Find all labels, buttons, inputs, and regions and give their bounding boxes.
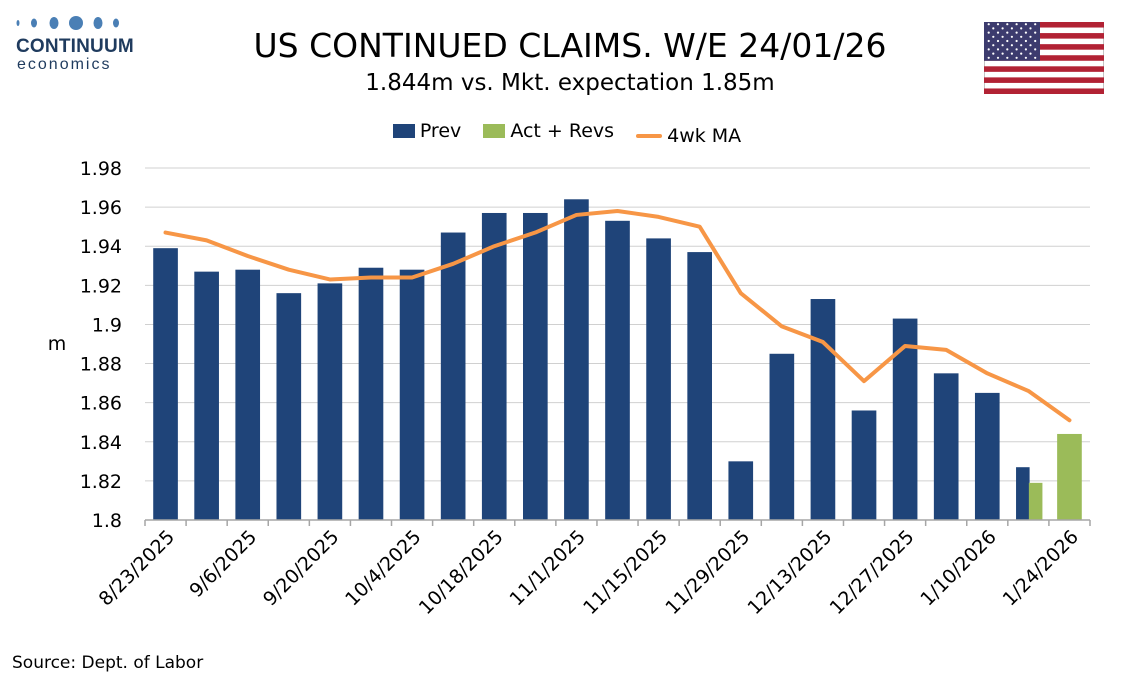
legend-label-ma: 4wk MA [667,125,742,147]
chart-legend: Prev Act + Revs 4wk MA [0,120,1134,147]
bar-act [1057,433,1082,520]
logo-tagline: economics [17,56,112,73]
bar-prev [728,461,754,520]
bar-prev [687,252,712,521]
legend-item-prev: Prev [392,120,462,142]
bar-prev [769,353,795,520]
us-flag-icon [984,22,1104,94]
bar-prev [153,248,178,520]
y-tick-label: 1.9 [92,314,122,336]
bar-prev [933,373,959,520]
bar-prev [810,299,836,520]
bar-prev [605,220,630,521]
legend-label-prev: Prev [419,120,462,142]
x-tick-label: 9/20/2025 [259,526,343,610]
bar-prev [235,269,261,520]
bar-prev [481,212,507,520]
x-tick-label: 10/18/2025 [415,526,508,619]
x-tick-label: 1/10/2026 [916,526,1000,610]
y-tick-label: 1.92 [80,275,122,297]
chart-subtitle: 1.844m vs. Mkt. expectation 1.85m [365,70,775,96]
logo-brand: CONTINUUM [16,36,134,57]
legend-item-ma: 4wk MA [636,125,741,147]
y-tick-label: 1.94 [80,236,122,258]
x-tick-label: 12/13/2025 [743,526,836,619]
x-tick-label: 10/4/2025 [341,526,425,610]
bar-prev [851,410,877,520]
legend-swatch-ma [636,134,663,138]
bar-prev [523,212,548,520]
y-tick-label: 1.86 [80,393,122,415]
bar-prev [440,232,466,521]
x-tick-label: 11/15/2025 [579,526,672,619]
line-4wk-ma [163,209,1072,423]
x-tick-label: 8/23/2025 [95,526,179,610]
y-tick-label: 1.88 [80,354,122,376]
y-tick-label: 1.8 [92,510,122,532]
x-tick-label: 11/29/2025 [661,526,754,619]
bar-prev [194,271,219,520]
bar-prev [276,293,302,520]
legend-item-act: Act + Revs [483,120,614,142]
bar-prev [974,392,1000,520]
bar-prev [564,199,589,521]
bar-prev [892,318,918,520]
bar-prev [399,269,425,520]
x-tick-label: 9/6/2025 [185,526,261,602]
y-tick-label: 1.82 [80,471,122,493]
x-tick-label: 1/24/2026 [999,526,1083,610]
y-tick-label: 1.84 [80,432,122,454]
legend-label-act: Act + Revs [510,120,615,142]
bar-act [1028,482,1043,520]
bar-prev [646,238,671,520]
x-tick-label: 12/27/2025 [826,526,919,619]
x-tick-label: 11/1/2025 [506,526,590,610]
bar-prev [317,283,343,520]
y-tick-label: 1.96 [80,197,122,219]
source-note: Source: Dept. of Labor [12,653,204,673]
bar-prev [358,267,384,520]
chart-title: US CONTINUED CLAIMS. W/E 24/01/26 [253,26,887,65]
legend-swatch-prev [392,124,415,138]
y-tick-label: 1.98 [80,158,122,180]
legend-swatch-act [483,124,506,138]
bar-prev [1016,467,1030,520]
y-axis-label: m [48,333,67,355]
continuum-logo: CONTINUUM economics [14,14,134,76]
